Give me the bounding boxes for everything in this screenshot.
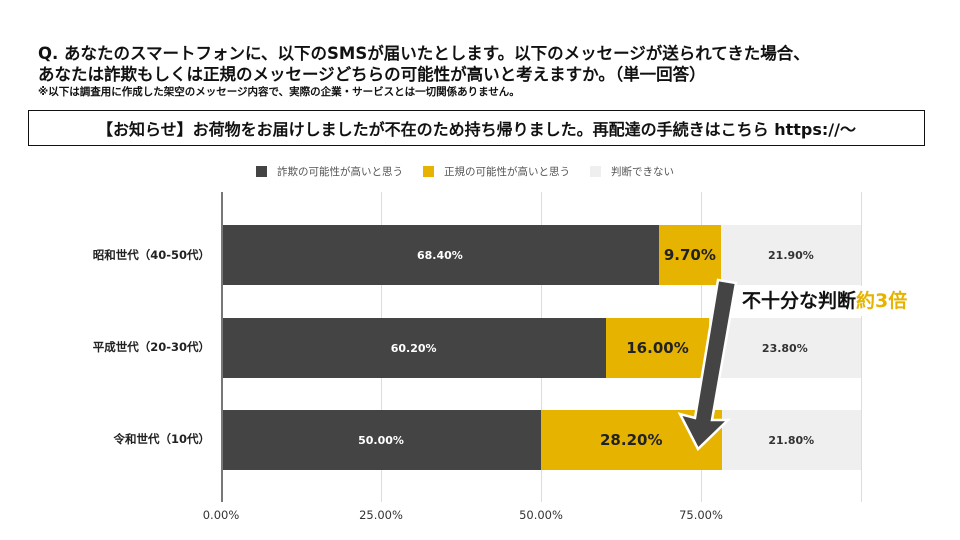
legend-item-unsure: 判断できない: [590, 164, 674, 179]
row-label-showa: 昭和世代（40-50代）: [92, 248, 210, 262]
question-line-2: あなたは詐欺もしくは正規のメッセージどちらの可能性が高いと考えますか。（単一回答…: [38, 65, 706, 84]
segment-fraud: 50.00%: [221, 410, 541, 470]
chart-legend: 詐欺の可能性が高いと思う 正規の可能性が高いと思う 判断できない: [256, 164, 694, 179]
question-line-1: Q. あなたのスマートフォンに、以下のSMSが届いたとします。以下のメッセージが…: [38, 44, 810, 63]
segment-legit: 16.00%: [606, 318, 709, 378]
legend-swatch-legit: [423, 166, 434, 177]
annotation-callout: 不十分な判断約3倍: [740, 286, 910, 316]
disclaimer-note: ※以下は調査用に作成した架空のメッセージ内容で、実際の企業・サービスとは一切関係…: [38, 86, 520, 98]
legend-label-fraud: 詐欺の可能性が高いと思う: [277, 166, 403, 178]
legend-swatch-fraud: [256, 166, 267, 177]
x-tick-0: 0.00%: [202, 508, 240, 522]
annotation-text: 不十分な判断: [742, 290, 857, 312]
legend-label-legit: 正規の可能性が高いと思う: [444, 166, 570, 178]
row-label-heisei: 平成世代（20-30代）: [92, 340, 210, 354]
legend-item-fraud: 詐欺の可能性が高いと思う: [256, 164, 403, 179]
bar-heisei: 60.20% 16.00% 23.80%: [221, 318, 861, 378]
segment-fraud: 68.40%: [221, 225, 659, 285]
segment-legit: 9.70%: [658, 225, 721, 285]
segment-legit: 28.20%: [541, 410, 722, 470]
sms-message-text: 【お知らせ】お荷物をお届けしましたが不在のため持ち帰りました。再配達の手続きはこ…: [96, 120, 856, 139]
legend-item-legit: 正規の可能性が高いと思う: [423, 164, 570, 179]
x-tick-25: 25.00%: [359, 508, 403, 522]
y-axis-line: [221, 192, 223, 502]
row-label-reiwa: 令和世代（10代）: [113, 432, 210, 446]
gridline-100: [861, 192, 862, 502]
bar-reiwa: 50.00% 28.20% 21.80%: [221, 410, 861, 470]
x-tick-75: 75.00%: [679, 508, 723, 522]
legend-label-unsure: 判断できない: [611, 166, 674, 178]
x-tick-50: 50.00%: [519, 508, 563, 522]
legend-swatch-unsure: [590, 166, 601, 177]
bar-showa: 68.40% 9.70% 21.90%: [221, 225, 861, 285]
annotation-accent: 約3倍: [856, 290, 908, 312]
segment-unsure: 21.90%: [720, 225, 861, 285]
sms-message-box: 【お知らせ】お荷物をお届けしましたが不在のため持ち帰りました。再配達の手続きはこ…: [28, 110, 925, 146]
segment-unsure: 21.80%: [721, 410, 861, 470]
segment-unsure: 23.80%: [708, 318, 861, 378]
segment-fraud: 60.20%: [221, 318, 607, 378]
